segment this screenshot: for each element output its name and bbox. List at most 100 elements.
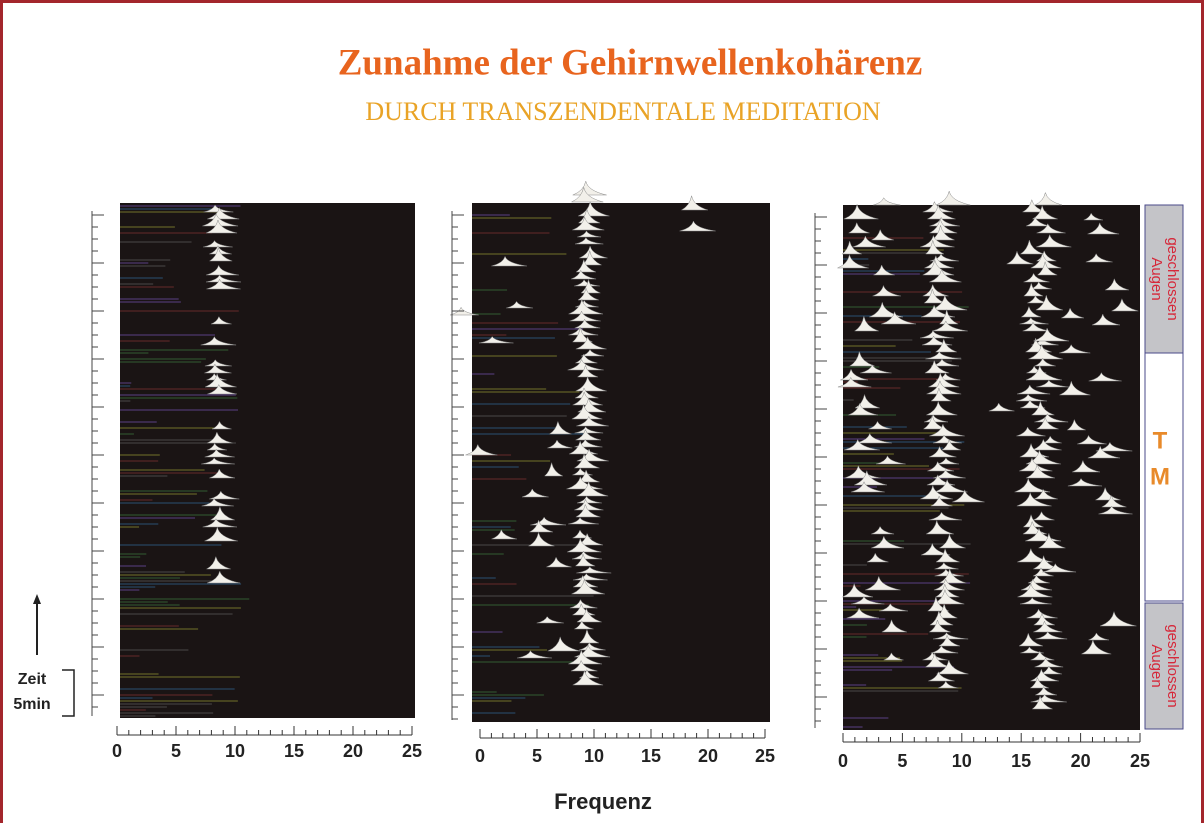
peak (1034, 413, 1069, 423)
peak (871, 228, 894, 241)
peak (920, 235, 955, 248)
x-tick-label: 10 (225, 741, 245, 761)
x-tick-label: 0 (112, 741, 122, 761)
peak (1019, 443, 1049, 458)
peak (491, 528, 517, 540)
peak (528, 532, 555, 547)
peak (581, 250, 602, 266)
peak (848, 351, 875, 367)
peak (854, 470, 887, 486)
peak (853, 316, 879, 332)
peak (856, 432, 892, 444)
peak (207, 442, 227, 451)
peak (1022, 321, 1050, 332)
peak (209, 490, 240, 500)
peak (930, 295, 968, 311)
peak (209, 468, 236, 479)
peak (1059, 381, 1091, 396)
eyes-closed-box (1144, 602, 1184, 730)
peak (571, 579, 605, 595)
peak (208, 247, 233, 262)
peak (846, 607, 879, 619)
peak (578, 629, 599, 644)
peak (575, 336, 607, 350)
peak (1032, 205, 1058, 220)
peak (1067, 477, 1103, 487)
peak (883, 652, 904, 661)
peak (206, 274, 242, 283)
peak (842, 583, 874, 598)
peak (866, 552, 889, 563)
peak (576, 495, 602, 504)
side-label: Augen geschlossen (1148, 237, 1181, 320)
peak (1031, 438, 1062, 451)
peak (934, 562, 959, 570)
peak (928, 620, 951, 633)
peak (926, 380, 962, 395)
peak (573, 575, 598, 588)
peak (577, 288, 599, 301)
peak (202, 213, 239, 227)
peak (879, 603, 908, 612)
peak (1031, 695, 1053, 710)
peak (929, 610, 954, 626)
peak (568, 650, 602, 665)
peak (934, 339, 957, 353)
peak (1033, 620, 1063, 633)
x-tick-label: 5 (532, 746, 542, 766)
peak (1033, 510, 1055, 521)
peak (575, 376, 607, 392)
peak (844, 465, 881, 479)
x-tick-label: 10 (952, 751, 972, 771)
peak (572, 550, 602, 560)
peak (1040, 665, 1062, 675)
peak (937, 680, 959, 689)
peak (952, 489, 985, 503)
peak (1088, 632, 1110, 641)
peak (1032, 613, 1055, 626)
peak (1029, 676, 1049, 689)
peak (577, 230, 601, 238)
peak (930, 645, 959, 654)
peak (1017, 583, 1053, 598)
peak (478, 335, 514, 344)
peak (860, 364, 892, 374)
peak (211, 420, 232, 430)
peak (1061, 307, 1085, 319)
peak (926, 520, 954, 535)
peak (1028, 344, 1063, 360)
peak (1105, 278, 1129, 291)
peak (1072, 460, 1101, 473)
peak (1030, 650, 1055, 661)
peak (881, 311, 916, 325)
peak (204, 527, 238, 542)
arrow-head (33, 594, 41, 604)
peak (1087, 446, 1121, 459)
peak (924, 360, 950, 374)
peak (1036, 417, 1059, 430)
time-bracket (62, 669, 75, 717)
x-tick-label: 0 (475, 746, 485, 766)
peak (1020, 305, 1042, 318)
peak (204, 359, 232, 367)
peak (920, 330, 954, 339)
x-tick-label: 20 (698, 746, 718, 766)
peak (1034, 488, 1058, 500)
x-axis-label: Frequenz (554, 789, 652, 814)
peak (1087, 222, 1120, 235)
x-tick-label: 20 (1071, 751, 1091, 771)
peak (574, 237, 604, 245)
peak (543, 462, 563, 477)
peak (517, 650, 552, 659)
peak (568, 299, 604, 315)
peak (935, 191, 971, 206)
peak (932, 589, 965, 605)
peak (572, 467, 593, 476)
peak (679, 220, 716, 232)
peak (933, 632, 969, 640)
peak (572, 181, 607, 196)
peak (568, 517, 599, 525)
peak (576, 415, 609, 427)
peak (1035, 685, 1057, 696)
peak (1101, 495, 1127, 508)
